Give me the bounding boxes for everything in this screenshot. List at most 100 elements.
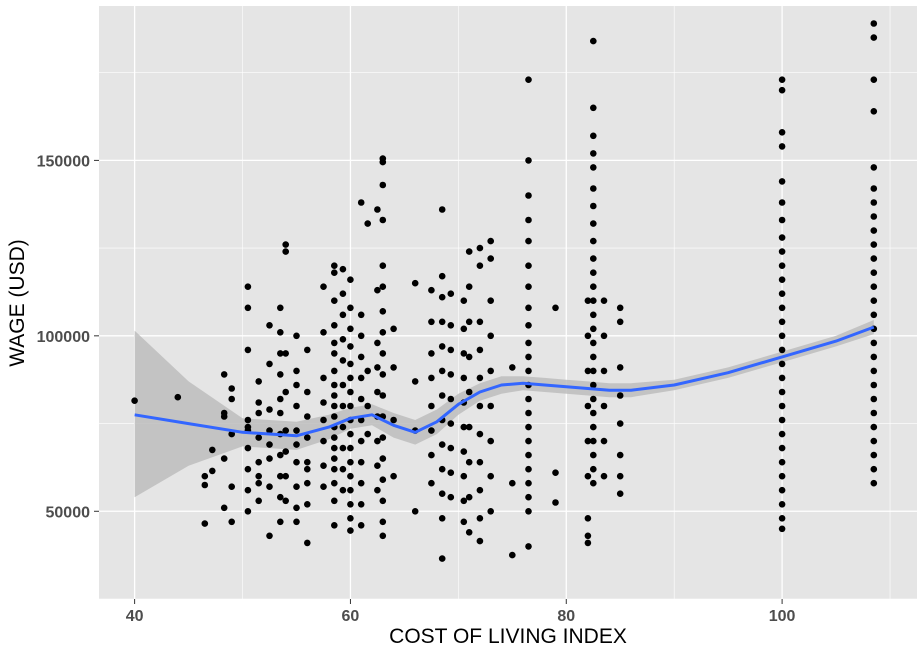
- data-point: [438, 490, 446, 498]
- data-point: [590, 132, 597, 140]
- data-point: [331, 479, 338, 487]
- data-point: [590, 37, 597, 45]
- data-point: [870, 465, 878, 473]
- data-point: [525, 216, 532, 224]
- data-point: [331, 322, 338, 329]
- data-point: [374, 364, 381, 371]
- plot-panel: [99, 6, 917, 599]
- data-point: [428, 286, 435, 294]
- data-point: [357, 311, 365, 319]
- data-point: [870, 255, 878, 262]
- data-point: [304, 539, 311, 547]
- data-point: [487, 332, 495, 340]
- data-point: [438, 515, 446, 522]
- data-point: [379, 434, 387, 441]
- data-point: [277, 350, 284, 357]
- data-point: [379, 181, 387, 189]
- data-point: [870, 34, 878, 41]
- y-axis-title: WAGE (USD): [6, 239, 29, 367]
- data-point: [476, 430, 484, 438]
- data-point: [411, 508, 419, 515]
- data-point: [293, 483, 300, 491]
- data-point: [282, 388, 290, 396]
- data-point: [347, 486, 354, 494]
- data-point: [465, 248, 473, 255]
- data-point: [584, 402, 592, 410]
- data-point: [552, 304, 559, 312]
- data-point: [357, 395, 365, 403]
- data-point: [379, 283, 387, 291]
- data-point: [201, 472, 209, 480]
- data-point: [266, 483, 273, 491]
- data-point: [304, 465, 311, 473]
- data-point: [364, 220, 372, 227]
- data-point: [266, 455, 273, 462]
- data-point: [304, 388, 311, 396]
- data-point: [331, 381, 338, 389]
- data-point: [428, 479, 435, 487]
- data-point: [447, 444, 455, 452]
- data-point: [778, 525, 786, 533]
- data-point: [590, 237, 597, 245]
- data-point: [277, 493, 284, 501]
- data-point: [590, 353, 597, 361]
- data-point: [357, 501, 365, 508]
- data-point: [357, 199, 365, 206]
- data-point: [525, 423, 532, 431]
- x-tick-label: 60: [342, 608, 360, 625]
- data-point: [220, 504, 228, 512]
- data-point: [331, 402, 338, 410]
- data-point: [320, 399, 327, 406]
- data-point: [438, 441, 446, 448]
- data-point: [438, 465, 446, 473]
- data-point: [379, 497, 387, 505]
- data-point: [347, 388, 354, 396]
- data-point: [339, 486, 347, 494]
- data-point: [465, 493, 473, 501]
- data-point: [347, 458, 354, 466]
- data-point: [209, 467, 216, 475]
- data-point: [374, 437, 381, 445]
- data-point: [304, 346, 311, 354]
- data-point: [778, 472, 786, 480]
- data-point: [428, 427, 435, 434]
- data-point: [277, 395, 284, 403]
- data-point: [347, 515, 354, 522]
- data-point: [778, 290, 786, 298]
- data-point: [584, 297, 592, 305]
- data-point: [282, 427, 290, 434]
- data-point: [590, 367, 597, 375]
- data-point: [460, 297, 468, 305]
- data-point: [228, 395, 235, 403]
- data-point: [447, 290, 455, 298]
- data-point: [465, 529, 473, 536]
- data-point: [590, 437, 597, 445]
- data-point: [220, 413, 228, 420]
- data-point: [778, 276, 786, 284]
- data-point: [331, 497, 338, 505]
- data-point: [428, 350, 435, 357]
- data-point: [438, 555, 446, 562]
- data-point: [525, 76, 532, 83]
- data-point: [339, 402, 347, 410]
- data-point: [590, 297, 597, 305]
- data-point: [277, 472, 284, 480]
- data-point: [778, 143, 786, 150]
- data-point: [339, 444, 347, 452]
- data-point: [778, 216, 786, 224]
- data-point: [870, 479, 878, 487]
- data-point: [460, 423, 468, 431]
- data-point: [870, 409, 878, 417]
- data-point: [347, 360, 354, 368]
- data-point: [525, 479, 532, 487]
- data-point: [331, 455, 338, 462]
- y-axis-ticks: 50000 100000 150000: [37, 153, 99, 521]
- data-point: [487, 237, 495, 245]
- data-point: [379, 216, 387, 224]
- data-point: [870, 213, 878, 220]
- data-point: [487, 402, 495, 410]
- data-point: [438, 272, 446, 280]
- data-point: [282, 248, 290, 255]
- data-point: [590, 104, 597, 112]
- data-point: [228, 430, 235, 438]
